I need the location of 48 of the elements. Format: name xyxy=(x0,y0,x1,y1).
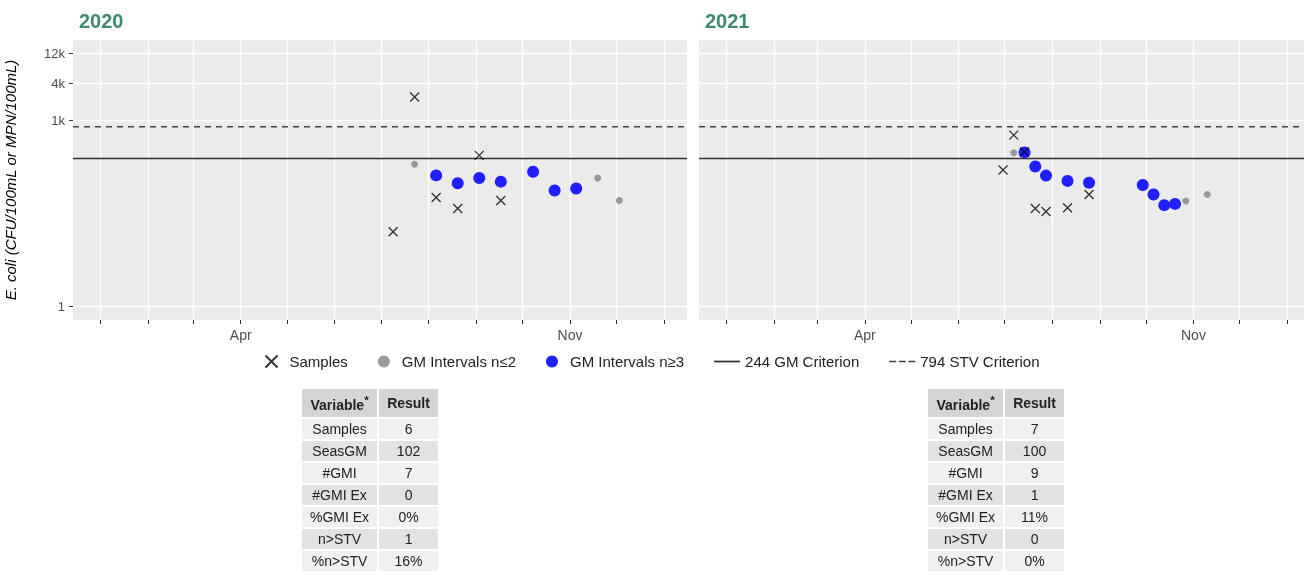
y-tick-label: 1 xyxy=(57,298,65,314)
text: 0 xyxy=(379,485,438,505)
text: 7 xyxy=(379,463,438,483)
text: Result xyxy=(379,389,438,417)
legend-label: 794 STV Criterion xyxy=(920,353,1040,370)
text: 100 xyxy=(1005,441,1064,461)
text: 7 xyxy=(1005,419,1064,439)
text: #GMI Ex xyxy=(928,485,1004,505)
text: 6 xyxy=(379,419,438,439)
x-tick-label: Apr xyxy=(853,327,877,343)
text: 0% xyxy=(379,507,438,527)
text: SeasGM xyxy=(928,441,1004,461)
x-tick-label: Apr xyxy=(229,327,252,343)
text: #GMI Ex xyxy=(302,485,378,505)
text: #GMI xyxy=(302,463,378,483)
text: 11% xyxy=(1005,507,1064,527)
legend-label: Samples xyxy=(289,353,348,370)
legend-label: GM Intervals n≥3 xyxy=(569,353,685,370)
y-tick-label: 1k xyxy=(51,113,66,129)
text: n>STV xyxy=(928,529,1004,549)
x-tick-label: Nov xyxy=(1180,327,1206,343)
text: %GMI Ex xyxy=(928,507,1004,527)
text: 16% xyxy=(379,551,438,571)
text: 1 xyxy=(1005,485,1064,505)
legend-label: GM Intervals n≤2 xyxy=(401,353,516,370)
legend-label: 244 GM Criterion xyxy=(745,353,860,370)
text: %n>STV xyxy=(302,551,378,571)
text: %n>STV xyxy=(928,551,1004,571)
text: n>STV xyxy=(302,529,378,549)
text: 9 xyxy=(1005,463,1064,483)
x-tick-label: Nov xyxy=(557,327,583,343)
y-tick-label: 12k xyxy=(44,46,66,62)
y-axis-title: E. coli (CFU/100mL or MPN/100mL) xyxy=(2,59,19,301)
chart-title: 2021 xyxy=(705,10,750,32)
text: SeasGM xyxy=(302,441,378,461)
text: %GMI Ex xyxy=(302,507,378,527)
text: 102 xyxy=(379,441,438,461)
text: Variable$^{*}$ xyxy=(302,389,378,417)
text: 0% xyxy=(1005,551,1064,571)
chart-title: 2020 xyxy=(79,10,124,32)
text: Result xyxy=(1005,389,1064,417)
text: 0 xyxy=(1005,529,1064,549)
text: Variable$^{*}$ xyxy=(928,389,1004,417)
text: Samples xyxy=(302,419,378,439)
text: Samples xyxy=(928,419,1004,439)
text: #GMI xyxy=(928,463,1004,483)
y-tick-label: 4k xyxy=(51,75,66,91)
text: 1 xyxy=(379,529,438,549)
